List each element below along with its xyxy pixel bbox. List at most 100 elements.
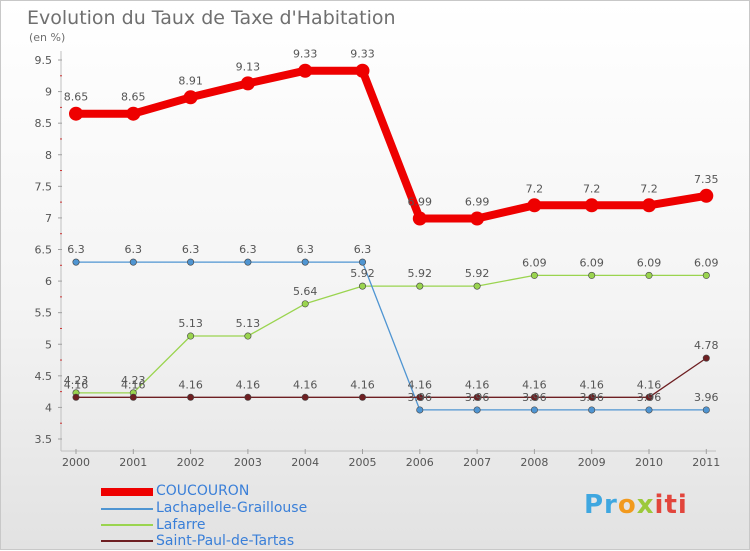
data-label: 6.3 <box>182 243 200 256</box>
series-labels: 8.65 8.65 8.91 9.13 9.33 9.33 6.99 6.99 7.2 7.2 7.… <box>64 48 719 404</box>
data-label: 6.09 <box>637 256 662 269</box>
data-label: 4.16 <box>121 378 146 391</box>
proxiti-logo: Proxiti <box>584 490 688 520</box>
data-point <box>416 393 424 401</box>
series-line-0 <box>76 66 707 223</box>
data-label: 4.16 <box>637 378 662 391</box>
series-line-1 <box>76 261 707 411</box>
axes: 3.5 4 4.5 5 5.5 6 6.5 7 7.5 8 8.5 9 9.5 2000 2001 2002 2… <box>35 51 720 469</box>
data-point <box>416 406 424 414</box>
data-label: 5.64 <box>293 285 318 298</box>
data-label: 4.16 <box>465 378 490 391</box>
x-tick-label: 2006 <box>406 456 434 469</box>
x-tick-label: 2002 <box>177 456 205 469</box>
data-label: 6.3 <box>296 243 314 256</box>
data-label: 4.16 <box>522 378 547 391</box>
data-point <box>588 393 596 401</box>
logo-text-1: Pr <box>584 490 618 520</box>
data-point <box>187 393 195 401</box>
data-point <box>530 271 538 279</box>
x-tick-label: 2005 <box>349 456 377 469</box>
data-point <box>412 211 427 226</box>
data-point <box>642 198 656 213</box>
data-label: 3.96 <box>637 391 662 404</box>
data-label: 4.23 <box>64 374 89 387</box>
data-label: 3.96 <box>408 391 433 404</box>
data-label: 4.16 <box>350 378 375 391</box>
legend-label-coucouron: COUCOURON <box>156 483 250 499</box>
data-point <box>416 282 424 290</box>
data-point <box>244 332 252 340</box>
data-label: 3.96 <box>465 391 490 404</box>
legend-label-lachapelle-graillouse: Lachapelle-Graillouse <box>156 500 308 516</box>
data-label: 4.16 <box>579 378 604 391</box>
data-point <box>301 258 309 266</box>
data-point <box>702 271 710 279</box>
data-point <box>645 271 653 279</box>
legend-swatch-2 <box>101 524 153 526</box>
data-point <box>129 393 137 401</box>
data-point <box>588 271 596 279</box>
data-label: 8.91 <box>178 74 203 87</box>
data-label: 4.16 <box>408 378 433 391</box>
data-point <box>358 282 366 290</box>
data-point <box>584 198 599 213</box>
y-tick-label: 5 <box>45 338 52 351</box>
legend-swatches <box>101 488 153 542</box>
data-label: 6.3 <box>67 243 85 256</box>
data-label: 3.96 <box>694 391 719 404</box>
data-label: 6.09 <box>579 256 604 269</box>
y-tick-label: 9.5 <box>35 54 53 67</box>
data-point <box>473 406 481 414</box>
series-lines <box>76 66 707 411</box>
x-tick-label: 2007 <box>463 456 491 469</box>
data-point <box>355 63 370 78</box>
data-label: 6.3 <box>354 243 372 256</box>
y-tick-label: 6 <box>45 275 52 288</box>
data-label: 6.09 <box>694 256 719 269</box>
data-point <box>645 406 653 414</box>
series-line-3 <box>76 357 707 398</box>
data-label: 4.78 <box>694 339 719 352</box>
data-point <box>530 393 538 401</box>
y-tick-label: 8 <box>45 149 52 162</box>
data-point <box>530 406 538 414</box>
legend-label-saint-paul-de-tartas: Saint-Paul-de-Tartas <box>156 533 295 549</box>
data-label: 6.3 <box>239 243 257 256</box>
data-point <box>699 188 714 203</box>
data-label: 4.23 <box>121 374 146 387</box>
x-tick-label: 2004 <box>291 456 319 469</box>
data-point <box>72 258 80 266</box>
data-point <box>645 393 653 401</box>
y-tick-label: 8.5 <box>35 117 53 130</box>
data-point <box>588 406 596 414</box>
data-label: 5.92 <box>465 267 490 280</box>
data-label: 7.2 <box>583 182 601 195</box>
y-tick-label: 4.5 <box>35 370 53 383</box>
data-label: 9.33 <box>350 48 375 61</box>
chart-title: Evolution du Taux de Taxe d'Habitation <box>27 7 396 29</box>
data-label: 5.13 <box>236 317 261 330</box>
data-label: 9.13 <box>236 60 261 73</box>
data-point <box>473 282 481 290</box>
x-tick-label: 2003 <box>234 456 262 469</box>
data-point <box>470 211 485 226</box>
legend-label-lafarre: Lafarre <box>156 517 206 533</box>
data-label: 3.96 <box>579 391 604 404</box>
data-point <box>69 106 83 121</box>
data-point <box>527 198 542 213</box>
data-label: 7.2 <box>526 182 544 195</box>
legend-swatch-1 <box>101 508 153 510</box>
data-label: 4.16 <box>64 378 89 391</box>
data-label: 5.92 <box>350 267 375 280</box>
data-point <box>240 76 255 91</box>
data-label: 7.2 <box>640 182 658 195</box>
data-label: 5.13 <box>178 317 203 330</box>
data-point <box>72 393 80 401</box>
data-point <box>301 393 309 401</box>
data-label: 6.99 <box>408 196 433 209</box>
data-label: 6.09 <box>522 256 547 269</box>
data-point <box>473 393 481 401</box>
